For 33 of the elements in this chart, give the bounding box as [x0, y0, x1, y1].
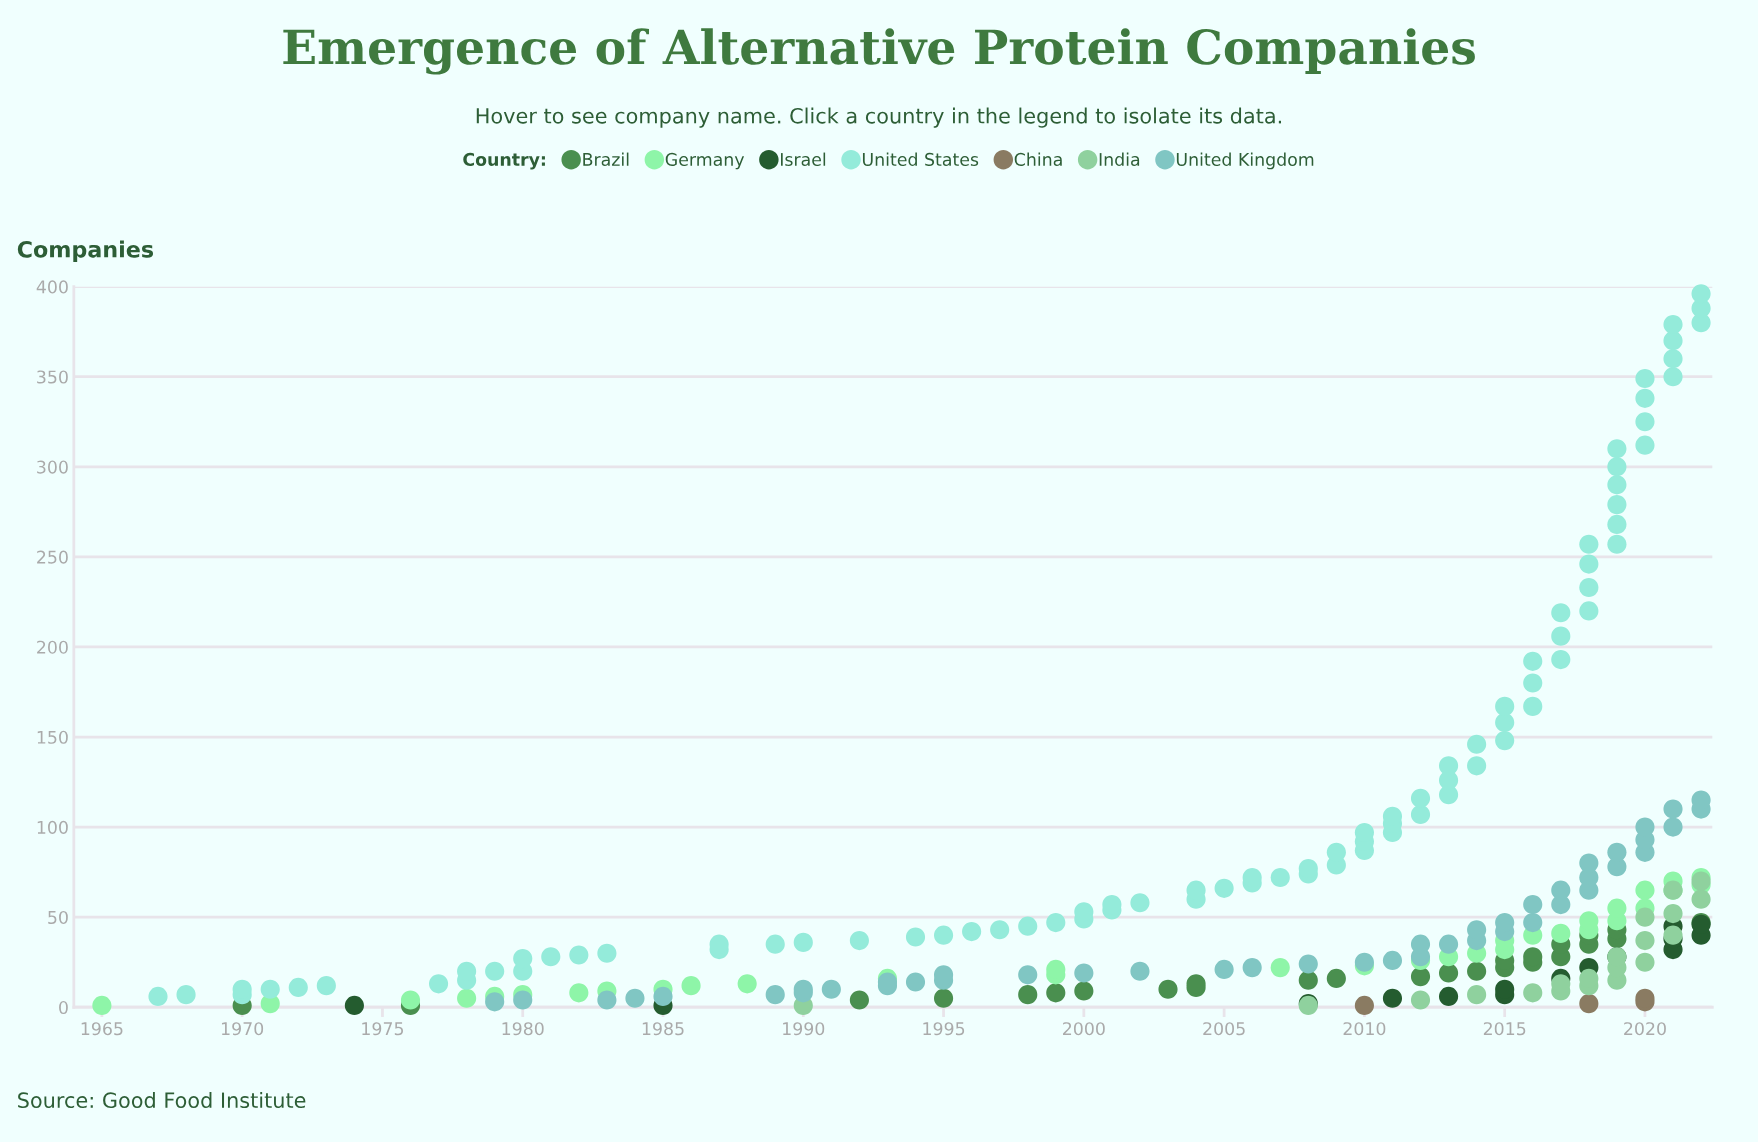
chart-title: Emergence of Alternative Protein Companies — [283, 28, 1475, 75]
legend-title: Country: — [463, 152, 545, 170]
legend-label: Israel — [780, 152, 826, 166]
y-tick-label: 150 — [37, 730, 68, 744]
legend-label: United Kingdom — [1176, 152, 1314, 170]
chart-subtitle: Hover to see company name. Click a country in the legend to isolate its data. — [476, 107, 1282, 128]
x-tick-label: 1965 — [81, 1022, 123, 1036]
x-tick-label: 1985 — [642, 1022, 684, 1036]
y-tick-label: 50 — [48, 910, 68, 925]
y-tick-label: 350 — [37, 370, 68, 384]
x-tick-label: 1975 — [362, 1022, 404, 1036]
x-tick-label: 2000 — [1063, 1022, 1105, 1036]
x-tick-label: 2010 — [1343, 1022, 1386, 1036]
legend-label: Germany — [665, 152, 745, 170]
x-tick-label: 1980 — [502, 1022, 544, 1036]
source-note: Source: Good Food Institute — [18, 1091, 306, 1109]
legend-label: China — [1014, 152, 1062, 166]
legend-label: India — [1099, 152, 1140, 166]
x-tick-label: 1995 — [923, 1022, 965, 1036]
x-tick-label: 1970 — [221, 1022, 264, 1036]
legend-label: United States — [862, 152, 979, 166]
y-tick-label: 0 — [59, 1000, 68, 1015]
y-tick-label: 250 — [37, 550, 68, 564]
legend-label: Brazil — [583, 152, 629, 166]
y-axis-title: Companies — [17, 240, 154, 262]
y-tick-label: 100 — [37, 820, 68, 834]
x-tick-label: 2005 — [1203, 1022, 1245, 1036]
y-tick-label: 300 — [37, 460, 68, 474]
x-tick-label: 1990 — [783, 1022, 825, 1036]
x-tick-label: 2015 — [1483, 1022, 1526, 1036]
x-tick-label: 2020 — [1624, 1022, 1666, 1036]
y-tick-label: 400 — [36, 280, 68, 294]
y-tick-label: 200 — [37, 640, 68, 654]
